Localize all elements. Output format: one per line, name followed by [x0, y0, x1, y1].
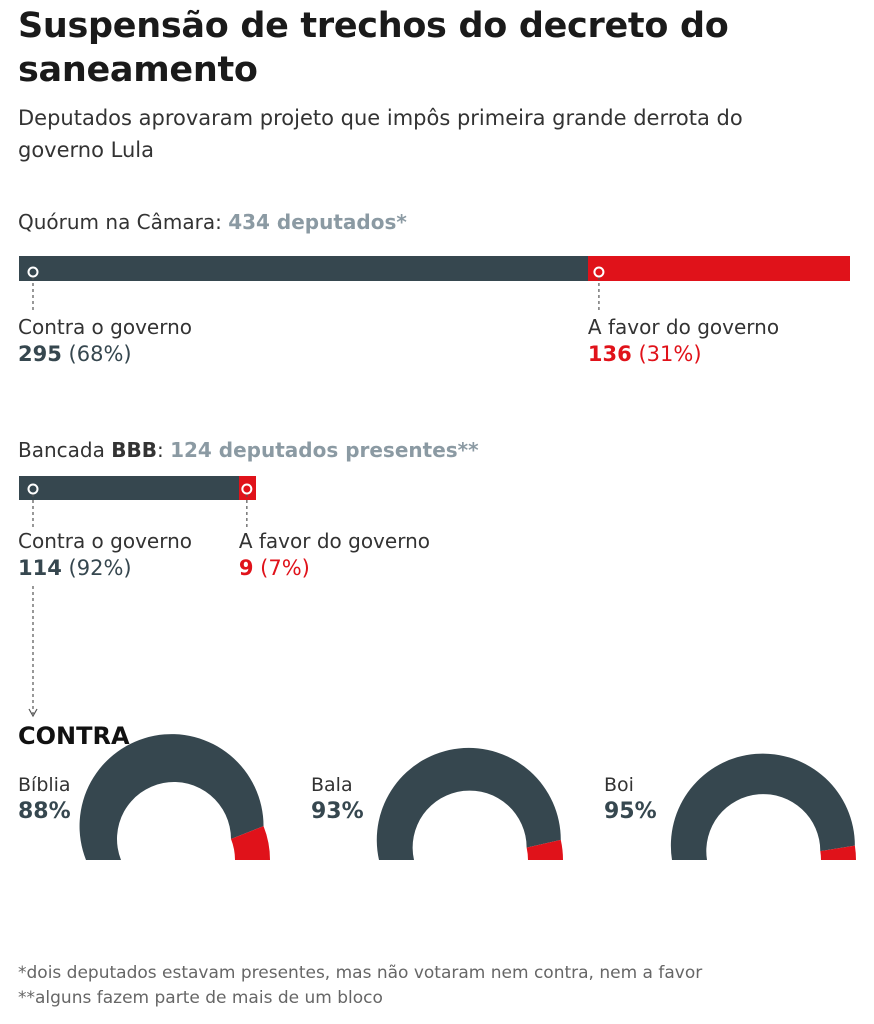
bbb-against-num: 114: [18, 556, 62, 580]
gauge-label-boi: Boi: [604, 774, 634, 796]
camara-favor-marker: [593, 266, 605, 278]
bbb-label-bold: BBB: [111, 438, 157, 462]
camara-favor-value: 136 (31%): [588, 342, 702, 366]
bbb-against-value: 114 (92%): [18, 556, 132, 580]
gauge-biblia-contra-arc: [79, 734, 264, 860]
camara-favor-bar: [587, 256, 851, 281]
camara-label: Quórum na Câmara:: [18, 210, 222, 234]
camara-against-value: 295 (68%): [18, 342, 132, 366]
bbb-total: 124 deputados presentes**: [170, 438, 479, 462]
camara-heading: Quórum na Câmara: 434 deputados*: [18, 210, 407, 234]
camara-against-marker: [27, 266, 39, 278]
bbb-against-bar: [19, 476, 239, 500]
camara-favor-num: 136: [587, 342, 632, 366]
camara-against-bar: [19, 256, 588, 281]
gauge-boi-contra-arc: [670, 753, 855, 860]
contra-arrow-head: [28, 708, 38, 718]
gauge-value-boi: 95%: [604, 799, 657, 824]
camara-against-pct: (68%): [68, 342, 132, 366]
gauge-bala-favor-arc: [526, 839, 563, 860]
gauge-bala-contra-arc: [376, 747, 561, 860]
gauge-value-bala: 93%: [311, 799, 364, 824]
footnote-2: **alguns fazem parte de mais de um bloco: [18, 988, 383, 1008]
bbb-against-pct: (92%): [68, 556, 132, 580]
camara-against-num: 295: [18, 342, 62, 366]
bbb-favor-num: 9: [238, 556, 254, 580]
bbb-label: Bancada: [18, 438, 105, 462]
camara-against-label: Contra o governo: [18, 315, 193, 339]
bbb-heading: Bancada BBB: 124 deputados presentes**: [18, 438, 479, 462]
gauge-biblia-favor-arc: [230, 826, 271, 860]
gauge-label-biblia: Bíblia: [18, 774, 71, 796]
chart-title: Suspensão de trechos do decreto do sanea…: [18, 6, 729, 90]
bbb-against-label: Contra o governo: [18, 529, 193, 553]
bbb-against-marker: [27, 483, 39, 495]
chart-subtitle: Deputados aprovaram projeto que impôs pr…: [18, 106, 743, 162]
camara-total: 434 deputados*: [228, 210, 407, 234]
bbb-favor-bar: [238, 476, 257, 500]
gauge-label-bala: Bala: [311, 774, 353, 796]
bbb-favor-pct: (7%): [260, 556, 310, 580]
gauge-boi-favor-arc: [820, 845, 856, 860]
camara-favor-label: A favor do governo: [587, 315, 780, 339]
gauge-value-biblia: 88%: [18, 799, 71, 824]
camara-favor-pct: (31%): [638, 342, 702, 366]
bbb-favor-value: 9 (7%): [239, 556, 310, 580]
bbb-favor-label: A favor do governo: [238, 529, 430, 553]
bbb-colon: :: [156, 438, 164, 462]
bbb-favor-marker: [241, 483, 253, 495]
footnote-1: *dois deputados estavam presentes, mas n…: [18, 963, 703, 983]
contra-heading: CONTRA: [18, 722, 130, 750]
